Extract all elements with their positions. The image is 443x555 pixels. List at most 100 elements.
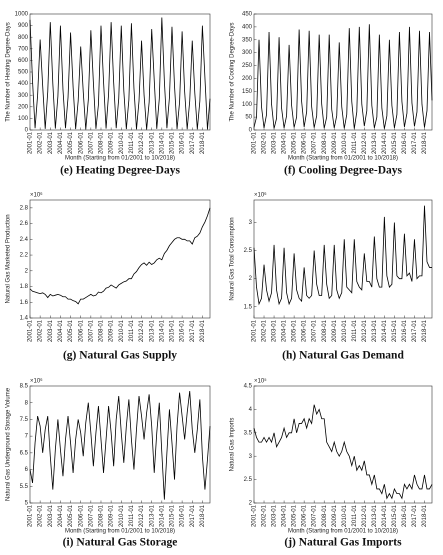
x-tick-label: 2009-01 [332, 131, 338, 154]
plot-frame [253, 385, 433, 504]
x-tick-label: 2008-01 [322, 131, 328, 154]
x-tick-label: 2016-01 [180, 131, 186, 154]
x-tick-label: 2010-01 [119, 131, 125, 154]
x-tick-label: 2011-01 [352, 319, 358, 341]
x-tick-label: 2018-01 [422, 319, 428, 342]
x-tick-label: 2009-01 [332, 504, 338, 527]
x-tick-label: 2013-01 [372, 504, 378, 527]
panel-caption: (f) Cooling Degree-Days [284, 165, 402, 177]
y-tick-label: 5.5 [20, 484, 29, 490]
y-tick-label: 1.4 [20, 316, 29, 322]
x-tick-label: 2007-01 [312, 504, 318, 527]
y-tick-label: 100 [18, 116, 29, 122]
y-tick-label: 100 [242, 102, 253, 108]
y-tick-label: 6 [25, 467, 29, 473]
x-tick-label: 2014-01 [159, 319, 165, 342]
x-tick-label: 2003-01 [272, 319, 278, 342]
x-tick-label: 2009-01 [109, 131, 115, 154]
y-tick-label: 3.5 [244, 430, 253, 436]
x-tick-label: 2008-01 [322, 319, 328, 342]
y-tick-label: 1000 [15, 12, 29, 18]
x-tick-label: 2006-01 [302, 319, 308, 342]
x-tick-label: 2005-01 [292, 319, 298, 342]
x-tick-label: 2014-01 [159, 131, 165, 154]
x-tick-label: 2010-01 [342, 504, 348, 527]
x-tick-label: 2016-01 [180, 504, 186, 527]
y-tick-label: 50 [245, 115, 252, 121]
x-tick-label: 2005-01 [292, 504, 298, 527]
x-axis-label: Month (Starting from 01/2001 to 10/2018) [288, 529, 398, 535]
x-tick-label: 2017-01 [190, 319, 196, 342]
x-tick-label: 2009-01 [332, 319, 338, 342]
y-tick-label: 4 [249, 407, 253, 413]
y-tick-label: 8 [25, 400, 29, 406]
x-tick-label: 2011-01 [129, 504, 135, 526]
x-tick-label: 2010-01 [342, 131, 348, 154]
x-tick-label: 2007-01 [312, 131, 318, 154]
y-axis-label: Natural Gas Imports [230, 418, 236, 472]
x-tick-label: 2008-01 [322, 504, 328, 527]
x-tick-label: 2004-01 [282, 319, 288, 342]
x-tick-label: 2006-01 [302, 504, 308, 527]
x-tick-label: 2007-01 [88, 504, 94, 527]
x-tick-label: 2006-01 [302, 131, 308, 154]
x-tick-label: 2015-01 [392, 319, 398, 342]
y-tick-label: 500 [18, 70, 29, 76]
x-tick-label: 2011-01 [352, 131, 358, 153]
y-tick-label: 400 [18, 81, 29, 87]
x-tick-label: 2008-01 [99, 319, 105, 342]
x-tick-label: 2004-01 [58, 131, 64, 154]
panel: 0 50 100 150 200 250 300 350 400 450 2001-01 2002-0… [230, 12, 433, 177]
panel: 0 100 200 300 400 500 600 700 800 900 1000 2001-01 2… [6, 12, 211, 177]
data-line [29, 207, 211, 305]
y-axis-label: The Number of Cooling Degree-Days [230, 22, 236, 121]
x-tick-label: 2012-01 [139, 504, 145, 527]
y-tick-label: 0 [249, 128, 253, 134]
x-tick-label: 2007-01 [88, 319, 94, 342]
x-tick-label: 2014-01 [159, 504, 165, 527]
y-tick-label: 5 [25, 501, 29, 507]
panel: 2 2.5 3 3.5 4 4.5 2001-01 2002-01 2003-01 2004-01… [230, 378, 433, 549]
x-tick-label: 2006-01 [78, 504, 84, 527]
y-tick-label: 350 [242, 37, 253, 43]
plot-frame [253, 13, 433, 131]
x-tick-label: 2017-01 [190, 504, 196, 527]
plot-frame [29, 385, 211, 504]
x-tick-label: 2013-01 [372, 319, 378, 342]
x-tick-label: 2015-01 [392, 131, 398, 154]
y-tick-label: 2.5 [244, 477, 253, 483]
panel: 1.4 1.6 1.8 2 2.2 2.4 2.6 2.8 2001-01 2002-01 2003… [6, 192, 211, 362]
y-tick-label: 2 [249, 276, 253, 282]
x-tick-label: 2012-01 [362, 319, 368, 342]
x-tick-label: 2018-01 [200, 319, 206, 342]
x-tick-label: 2003-01 [48, 131, 54, 154]
x-tick-label: 2002-01 [38, 131, 44, 154]
x-tick-label: 2001-01 [28, 131, 34, 154]
x-tick-label: 2013-01 [149, 504, 155, 527]
x-tick-label: 2008-01 [99, 131, 105, 154]
x-tick-label: 2006-01 [78, 131, 84, 154]
x-tick-label: 2004-01 [58, 319, 64, 342]
y-tick-label: 250 [242, 63, 253, 69]
x-tick-label: 2005-01 [68, 504, 74, 527]
x-tick-label: 2011-01 [129, 131, 135, 153]
y-tick-label: 7.5 [20, 417, 29, 423]
plot-frame [253, 199, 433, 319]
y-tick-label: 200 [242, 76, 253, 82]
x-tick-label: 2018-01 [422, 131, 428, 154]
x-tick-label: 2017-01 [412, 131, 418, 154]
x-tick-label: 2010-01 [342, 319, 348, 342]
x-tick-label: 2005-01 [68, 131, 74, 154]
x-tick-label: 2010-01 [119, 504, 125, 527]
data-line [29, 390, 211, 500]
y-tick-label: 2.8 [20, 205, 29, 211]
y-tick-label: 150 [242, 89, 253, 95]
y-tick-label: 2 [249, 501, 253, 507]
x-tick-label: 2016-01 [180, 319, 186, 342]
y-tick-label: 800 [18, 35, 29, 41]
y-tick-label: 300 [18, 93, 29, 99]
y-tick-label: 0 [25, 128, 29, 134]
y-tick-label: 6.5 [20, 450, 29, 456]
x-axis-label: Month (Starting from 01/2001 to 10/2018) [65, 156, 175, 162]
x-tick-label: 2017-01 [412, 504, 418, 527]
